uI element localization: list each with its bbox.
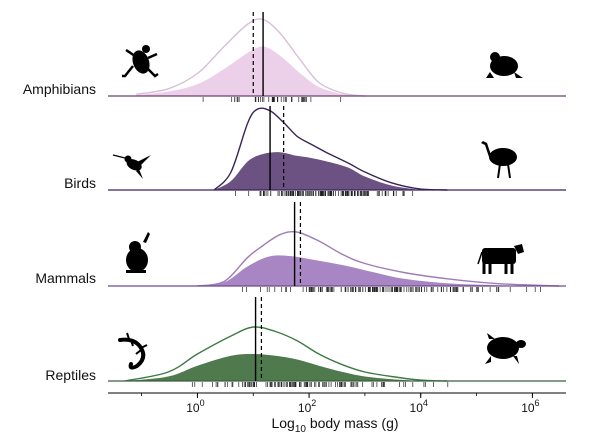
ridge-amphibians: Amphibians	[23, 12, 566, 102]
density-outline-reptiles	[124, 326, 448, 382]
density-outline-birds	[213, 107, 448, 191]
density-fill-mammals	[197, 255, 533, 286]
cow-icon	[477, 244, 524, 274]
density-fill-amphibians	[136, 46, 365, 96]
row-label-reptiles: Reptiles	[45, 367, 96, 383]
toad-icon	[486, 52, 523, 78]
emu-icon	[481, 141, 517, 179]
x-tick-label-2: 102	[298, 398, 316, 415]
x-tick-label-4: 104	[410, 398, 428, 415]
row-label-amphibians: Amphibians	[23, 81, 96, 97]
density-outline-mammals	[197, 230, 560, 287]
ridges-group: Amphibians Birds Mammals Reptiles	[23, 12, 566, 387]
rug-reptiles	[191, 382, 449, 387]
frog-icon	[122, 45, 159, 78]
lizard-icon	[118, 332, 148, 370]
ridge-birds: Birds	[64, 106, 566, 196]
row-label-mammals: Mammals	[35, 270, 96, 286]
rug-mammals	[242, 287, 541, 292]
hummingbird-icon	[112, 154, 151, 179]
x-axis-label: Log10 body mass (g)	[271, 415, 398, 435]
ridge-mammals: Mammals	[35, 202, 566, 292]
ridge-reptiles: Reptiles	[45, 297, 566, 387]
x-tick-label-0: 100	[186, 398, 204, 415]
rug-birds	[235, 191, 414, 196]
density-fill-birds	[214, 152, 421, 190]
x-tick-label-6: 106	[521, 398, 539, 415]
rug-amphibians	[202, 97, 342, 102]
turtle-icon	[485, 333, 526, 364]
squirrel-icon	[126, 232, 150, 273]
row-label-birds: Birds	[64, 175, 96, 191]
x-axis: 100 102 104 106	[108, 392, 566, 415]
density-fill-reptiles	[124, 353, 421, 381]
